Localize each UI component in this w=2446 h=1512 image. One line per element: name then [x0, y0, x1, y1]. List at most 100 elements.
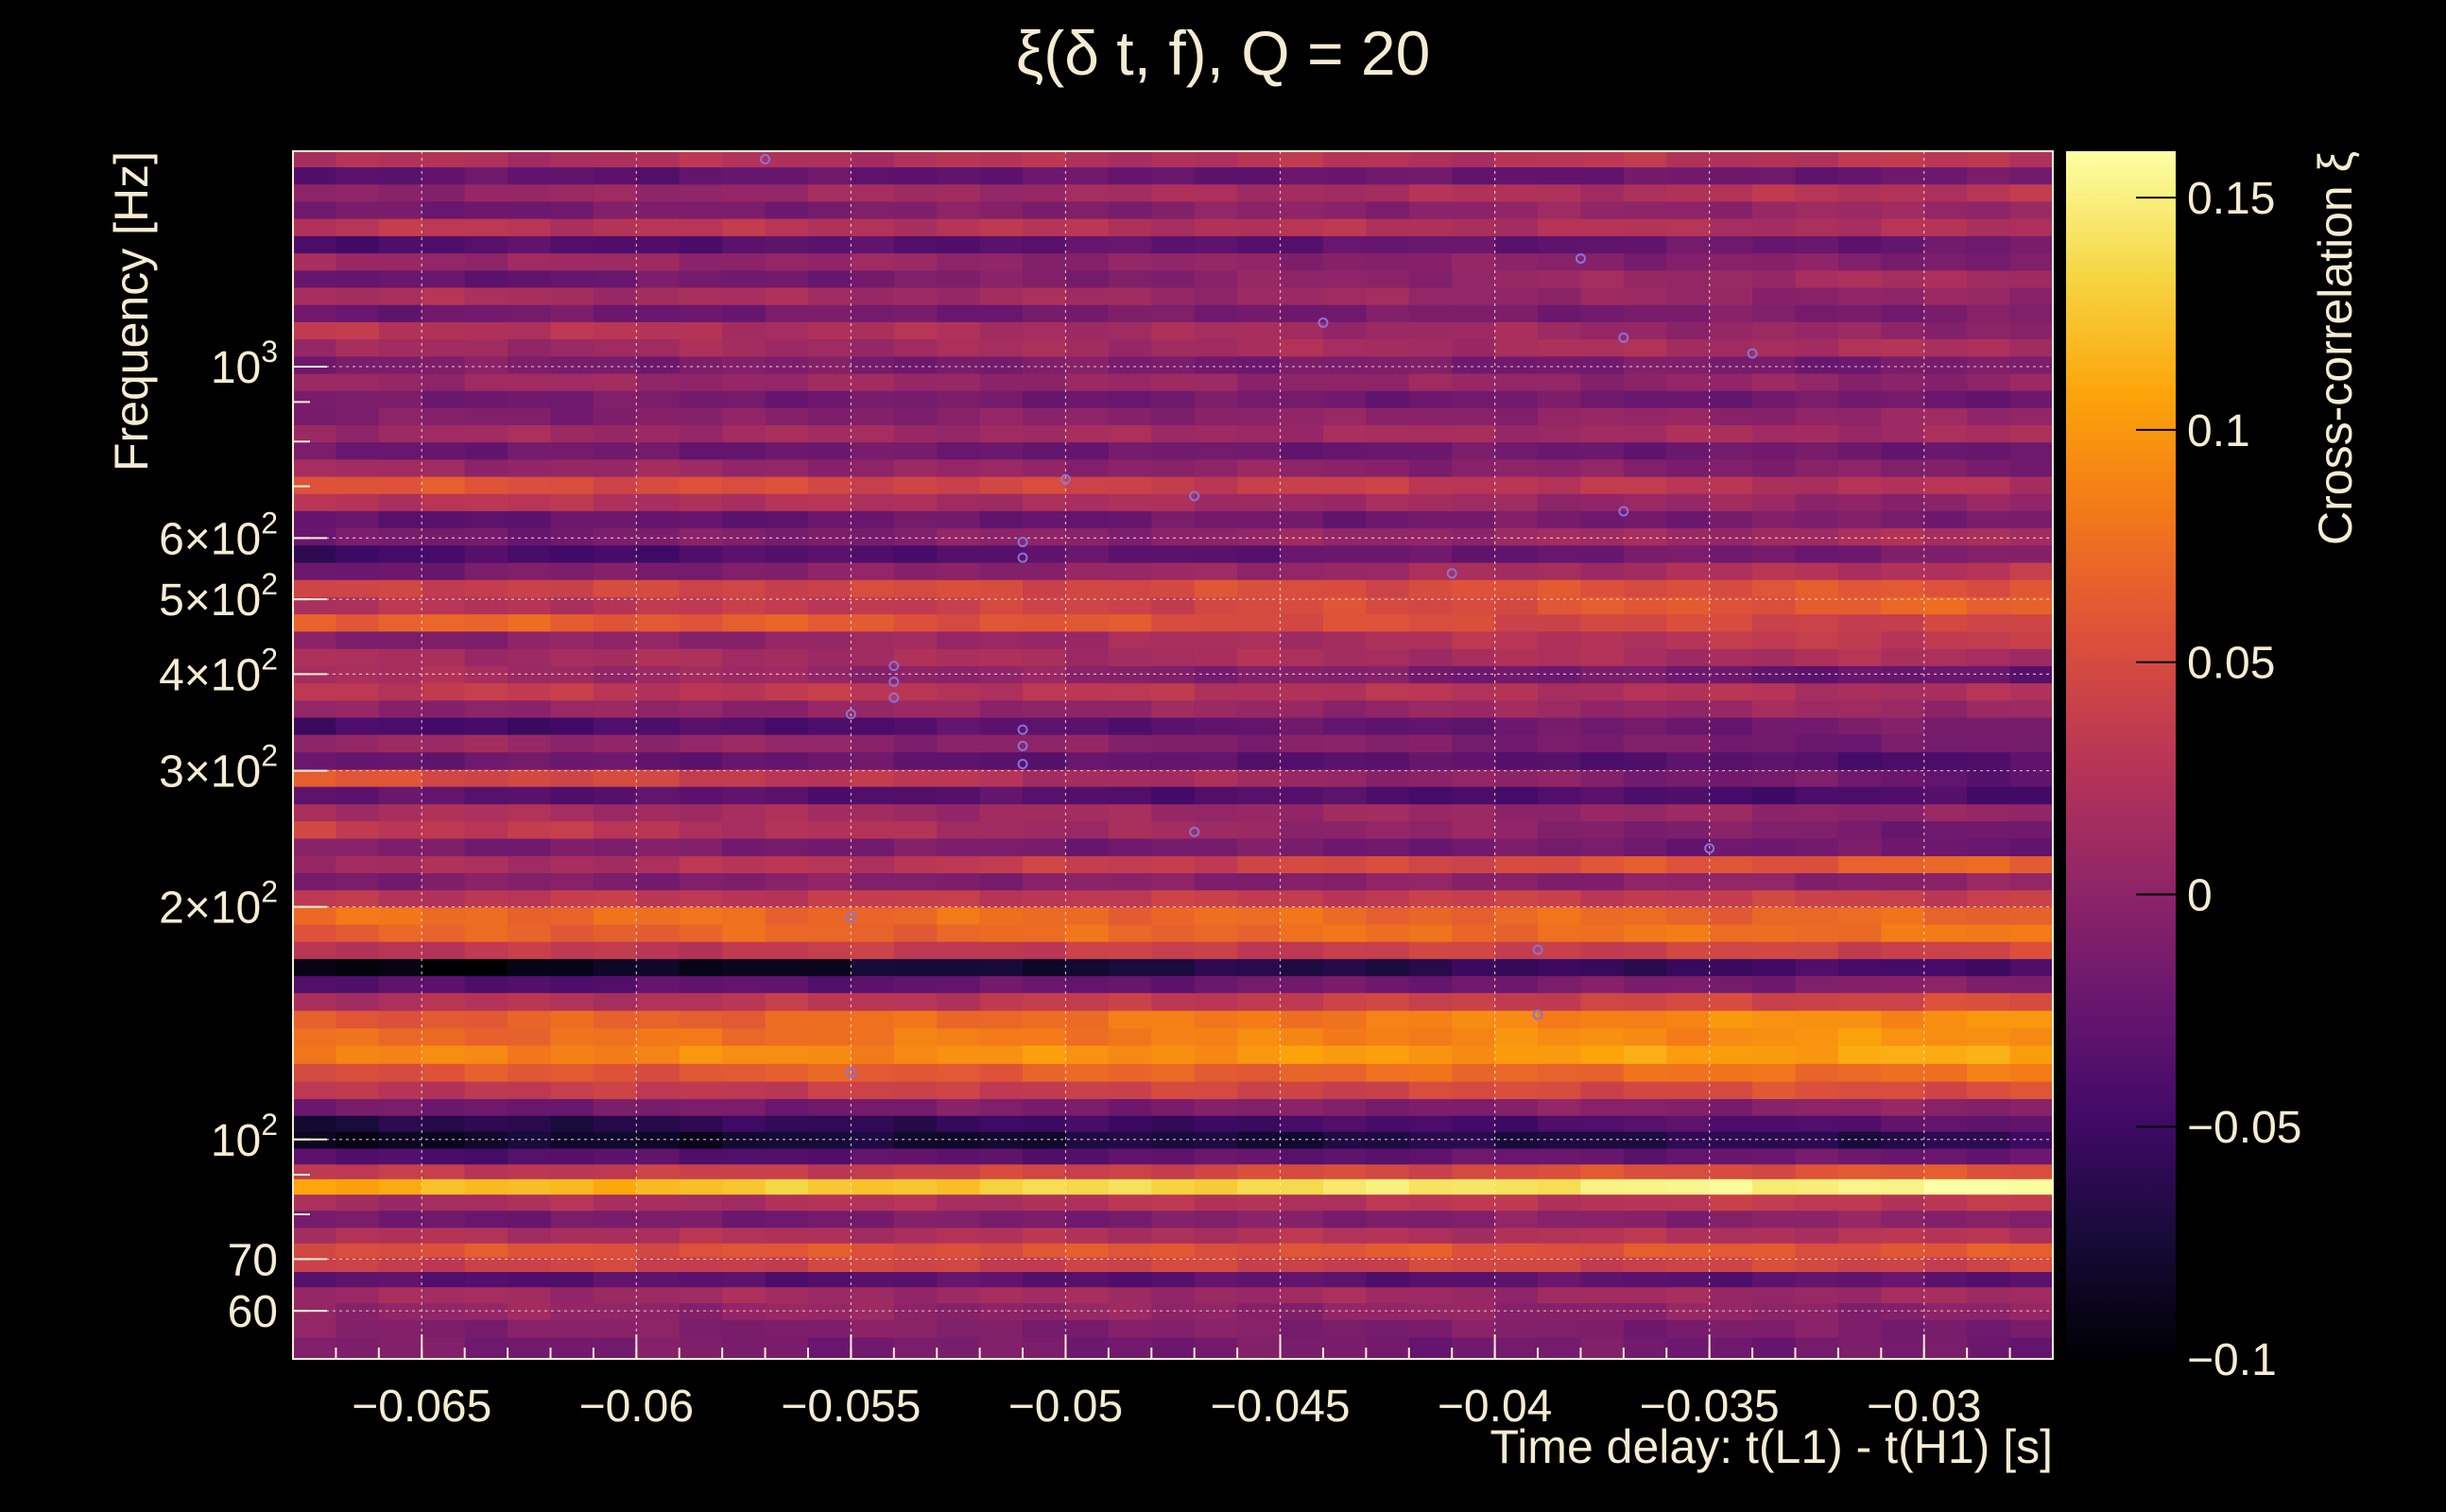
heatmap-cell — [1108, 166, 1152, 185]
heatmap-cell — [1666, 1044, 1711, 1064]
heatmap-cell — [2009, 252, 2054, 271]
heatmap-cell — [422, 630, 466, 649]
heatmap-cell — [378, 1243, 422, 1258]
heatmap-cell — [979, 1286, 1024, 1304]
heatmap-cell — [1837, 1044, 1882, 1064]
heatmap-cell — [1452, 561, 1496, 580]
heatmap-cell — [1322, 476, 1367, 494]
heatmap-cell — [1709, 803, 1753, 822]
heatmap-cell — [1967, 699, 2011, 718]
heatmap-cell — [1237, 355, 1282, 374]
heatmap-cell — [1923, 1115, 1968, 1132]
heatmap-cell — [937, 235, 981, 254]
heatmap-cell — [1795, 166, 1839, 185]
heatmap-cell — [636, 151, 680, 168]
heatmap-cell — [1322, 561, 1367, 580]
heatmap-cell — [1280, 269, 1324, 288]
heatmap-cell — [1151, 183, 1196, 202]
heatmap-cell — [1280, 975, 1324, 993]
heatmap-cell — [679, 235, 723, 254]
heatmap-cell — [1623, 579, 1667, 598]
heatmap-cell — [1881, 1210, 1925, 1228]
colorbar-tick-label: 0.1 — [2187, 406, 2250, 456]
heatmap-cell — [1881, 390, 1925, 408]
heatmap-cell — [1408, 596, 1453, 615]
heatmap-cell — [1494, 183, 1539, 202]
heatmap-cell — [679, 407, 723, 425]
heatmap-cell — [679, 424, 723, 443]
heatmap-cell — [1494, 200, 1539, 219]
heatmap-cell — [722, 200, 767, 219]
heatmap-cell — [1967, 1336, 2011, 1360]
heatmap-cell — [722, 906, 767, 925]
heatmap-cell — [1795, 786, 1839, 805]
heatmap-cell — [722, 1163, 767, 1179]
heatmap-cell — [1065, 544, 1110, 563]
heatmap-cell — [593, 975, 637, 993]
heatmap-cell — [593, 235, 637, 254]
heatmap-cell — [1709, 872, 1753, 891]
heatmap-cell — [1408, 1227, 1453, 1244]
heatmap-cell — [508, 235, 552, 254]
heatmap-cell — [1623, 151, 1667, 168]
heatmap-cell — [1623, 992, 1667, 1011]
heatmap-cell — [636, 286, 680, 305]
heatmap-cell — [636, 820, 680, 839]
heatmap-cell — [336, 166, 380, 185]
heatmap-cell — [593, 803, 637, 822]
heatmap-cell — [508, 1098, 552, 1116]
heatmap-cell — [1366, 1194, 1410, 1211]
heatmap-cell — [722, 630, 767, 649]
heatmap-cell — [1023, 1319, 1067, 1338]
heatmap-cell — [1580, 183, 1625, 202]
heatmap-cell — [336, 992, 380, 1011]
heatmap-cell — [937, 837, 981, 857]
heatmap-cell — [937, 390, 981, 408]
heatmap-cell — [1151, 338, 1196, 357]
heatmap-cell — [937, 1063, 981, 1082]
heatmap-cell — [1623, 872, 1667, 891]
heatmap-cell — [1065, 321, 1110, 340]
heatmap-cell — [1881, 1286, 1925, 1304]
heatmap-cell — [1795, 355, 1839, 374]
heatmap-cell — [1452, 458, 1496, 477]
heatmap-cell — [1795, 424, 1839, 443]
heatmap-cell — [1366, 1027, 1410, 1046]
heatmap-cell — [508, 1302, 552, 1320]
heatmap-cell — [593, 286, 637, 305]
heatmap-cell — [1837, 958, 1882, 976]
heatmap-cell — [679, 613, 723, 632]
heatmap-cell — [1237, 699, 1282, 718]
heatmap-cell — [1967, 183, 2011, 202]
heatmap-cell — [851, 682, 895, 701]
heatmap-cell — [1795, 1147, 1839, 1165]
heatmap-cell — [508, 1336, 552, 1360]
heatmap-cell — [1194, 561, 1238, 580]
heatmap-cell — [1108, 872, 1152, 891]
heatmap-cell — [508, 803, 552, 822]
heatmap-cell — [1237, 1210, 1282, 1228]
heatmap-cell — [679, 837, 723, 857]
heatmap-cell — [2009, 441, 2054, 460]
heatmap-cell — [1151, 1115, 1196, 1132]
heatmap-cell — [1452, 1178, 1496, 1195]
heatmap-cell — [1923, 1147, 1968, 1165]
heatmap-cell — [1366, 544, 1410, 563]
heatmap-cell — [1795, 596, 1839, 615]
heatmap-cell — [378, 1271, 422, 1288]
heatmap-cell — [293, 151, 337, 168]
heatmap-cell — [979, 510, 1024, 529]
heatmap-cell — [1280, 544, 1324, 563]
heatmap-cell — [979, 338, 1024, 357]
heatmap-cell — [893, 855, 938, 874]
heatmap-cell — [1752, 665, 1797, 684]
marker-point — [845, 709, 856, 720]
heatmap-cell — [1967, 390, 2011, 408]
heatmap-cell — [1023, 682, 1067, 701]
heatmap-cell — [1452, 1319, 1496, 1338]
heatmap-cell — [1580, 269, 1625, 288]
heatmap-cell — [1194, 1163, 1238, 1179]
heatmap-cell — [937, 527, 981, 546]
heatmap-cell — [979, 648, 1024, 666]
heatmap-cell — [722, 1063, 767, 1082]
